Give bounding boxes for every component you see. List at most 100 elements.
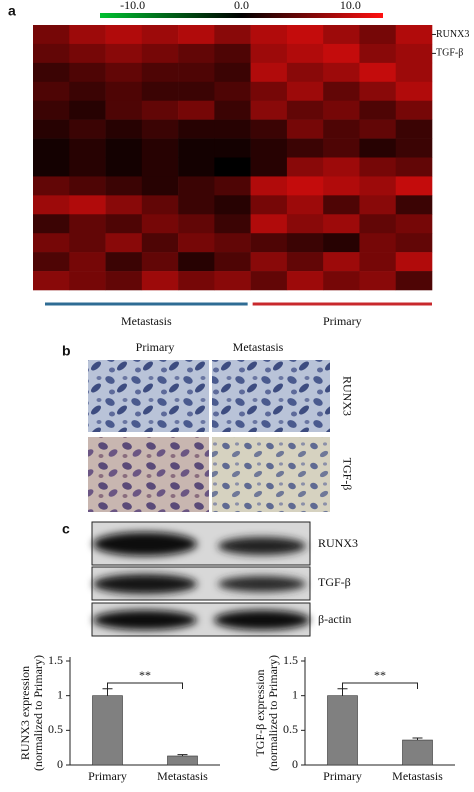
heatmap-cell (214, 62, 251, 83)
heatmap-cell (214, 271, 251, 291)
heatmap-cell (141, 195, 179, 215)
heatmap-cell (141, 138, 179, 158)
band (93, 610, 197, 630)
heatmap-cell (214, 119, 251, 139)
y-tick-label: 0 (292, 757, 298, 771)
x-tick-label: Metastasis (392, 769, 443, 783)
heatmap-cell (105, 233, 143, 253)
heatmap-cell (323, 157, 360, 177)
heatmap-cell (250, 119, 288, 139)
y-axis-label: TGF-β expression (253, 669, 267, 756)
heatmap-cell (286, 43, 324, 64)
bar (402, 739, 433, 766)
band-label: β-actin (318, 612, 351, 626)
heatmap-cell (250, 25, 288, 45)
heatmap-cell (359, 25, 397, 45)
heatmap-cell (323, 119, 360, 139)
heatmap-cell (141, 214, 179, 234)
heatmap-cell (105, 25, 143, 45)
micrograph (88, 437, 209, 512)
heatmap-cell (214, 100, 251, 120)
heatmap-cell (250, 195, 288, 215)
heatmap-cell (359, 119, 397, 139)
heatmap-cell (178, 233, 215, 253)
heatmap-cell (105, 81, 143, 102)
heatmap-cell (141, 157, 179, 177)
heatmap-cell (250, 214, 288, 234)
heatmap-cell (178, 62, 215, 83)
heatmap-cell (286, 214, 324, 234)
column-header: Metastasis (233, 340, 284, 354)
panel-label: a (8, 3, 16, 19)
heatmap-cell (105, 138, 143, 158)
heatmap-cell (286, 119, 324, 139)
heatmap-cell (395, 100, 433, 120)
column-header: Primary (136, 340, 175, 354)
y-axis-label: RUNX3 expression (18, 666, 32, 760)
heatmap-cell (250, 43, 288, 64)
heatmap-cell (141, 25, 179, 45)
heatmap-cell (141, 233, 179, 253)
heatmap-cell (105, 43, 143, 64)
heatmap-cell (286, 138, 324, 158)
x-tick-label: Metastasis (157, 769, 208, 783)
heatmap-cell (286, 252, 324, 272)
heatmap-cell (286, 25, 324, 45)
heatmap-cell (286, 157, 324, 177)
heatmap-cell (178, 157, 215, 177)
y-tick-label: 0 (57, 757, 63, 771)
heatmap-cell (69, 100, 106, 120)
heatmap-cell (69, 252, 106, 272)
heatmap-cell (214, 25, 251, 45)
heatmap-cell (286, 195, 324, 215)
heatmap-cell (141, 252, 179, 272)
heatmap-cell (250, 157, 288, 177)
heatmap-cell (323, 25, 360, 45)
heatmap-cell (141, 271, 179, 291)
heatmap-cell (359, 271, 397, 291)
heatmap-cell (178, 100, 215, 120)
colorbar-tick-label: -10.0 (120, 0, 145, 12)
heatmap-cell (69, 43, 106, 64)
heatmap-cell (69, 233, 106, 253)
heatmap-cell (105, 195, 143, 215)
heatmap-cell (178, 195, 215, 215)
heatmap-cell (33, 138, 70, 158)
heatmap-cell (69, 195, 106, 215)
significance-label: ** (374, 668, 386, 682)
heatmap-cell (214, 233, 251, 253)
heatmap-cell (178, 25, 215, 45)
heatmap-cell (33, 119, 70, 139)
heatmap-cell (395, 176, 433, 196)
heatmap-cell (105, 176, 143, 196)
heatmap-cell (250, 138, 288, 158)
heatmap-cell (141, 62, 179, 83)
heatmap-cell (359, 252, 397, 272)
heatmap-cell (359, 233, 397, 253)
heatmap-cell (178, 271, 215, 291)
y-tick-label: 1.5 (283, 653, 298, 667)
heatmap-cell (250, 233, 288, 253)
heatmap-cell (359, 43, 397, 64)
heatmap-cell (395, 233, 433, 253)
heatmap-cell (323, 195, 360, 215)
heatmap-cell (250, 100, 288, 120)
heatmap-cell (178, 43, 215, 64)
heatmap-cell (214, 214, 251, 234)
band-label: TGF-β (318, 575, 351, 589)
panel-label: c (62, 521, 70, 537)
heatmap-cell (323, 43, 360, 64)
heatmap-cell (286, 62, 324, 83)
heatmap-cell (250, 62, 288, 83)
heatmap-cell (395, 62, 433, 83)
heatmap-cell (69, 214, 106, 234)
significance-bracket (107, 682, 183, 689)
heatmap-cell (323, 252, 360, 272)
heatmap-cell (395, 119, 433, 139)
row-label: TGF-β (436, 48, 463, 59)
heatmap-cell (323, 176, 360, 196)
heatmap-cell (69, 176, 106, 196)
heatmap-cell (395, 252, 433, 272)
